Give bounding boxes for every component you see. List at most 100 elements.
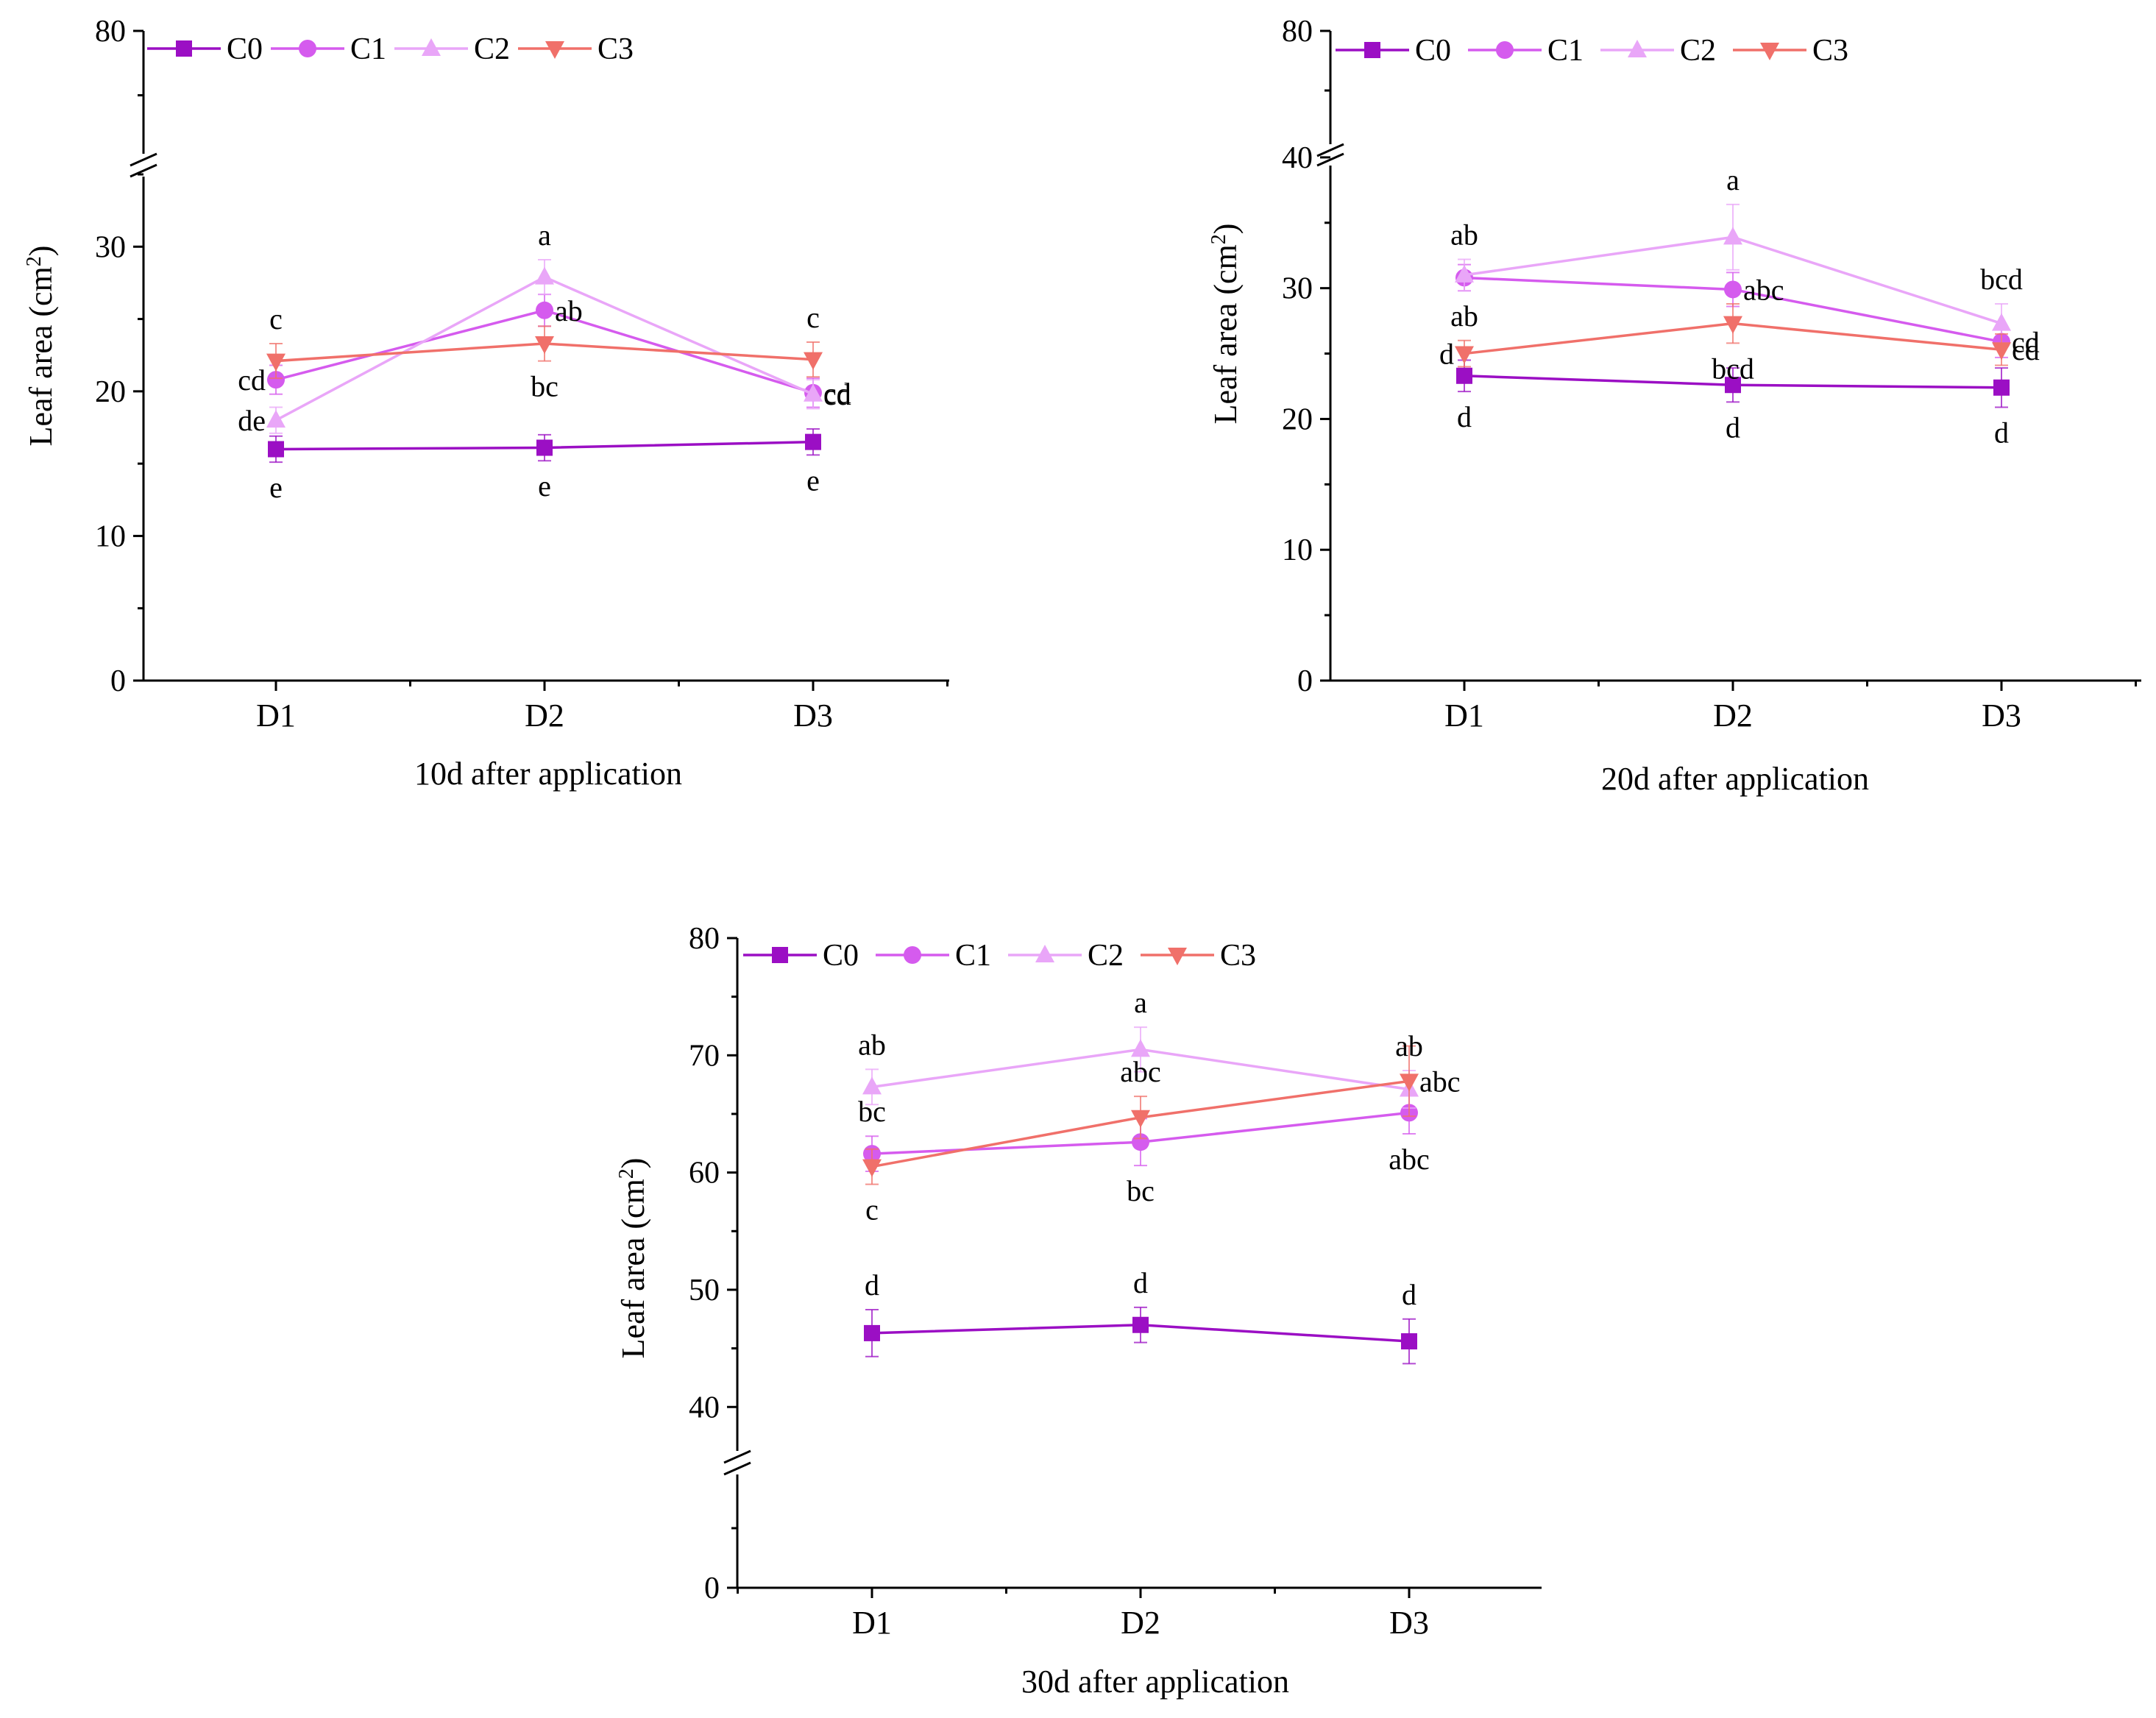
data-point-c0-30d <box>1132 1316 1149 1333</box>
significance-letter-c3-30d: c <box>865 1193 879 1227</box>
legend-marker-c3 <box>1760 43 1779 60</box>
x-tick-label-20d: D2 <box>1713 698 1753 734</box>
significance-letter-c2-10d: a <box>538 219 551 252</box>
y-tick-label-30d: 80 <box>689 922 720 956</box>
y-axis-title-30d: Leaf area (cm2) <box>615 1158 652 1359</box>
significance-letter-c2-10d: cd <box>823 378 851 411</box>
x-axis-title-10d: 10d after application <box>414 756 682 792</box>
legend-marker-c2 <box>422 38 441 56</box>
x-tick-label-10d: D3 <box>793 698 833 734</box>
legend-label-c1: C1 <box>955 939 991 973</box>
significance-letter-c0-20d: d <box>1457 400 1472 433</box>
significance-letter-c1-20d: ab <box>1450 299 1478 333</box>
x-tick-label-20d: D1 <box>1444 698 1484 734</box>
data-point-c3-10d <box>266 353 286 372</box>
data-point-c3-30d <box>1131 1110 1150 1128</box>
data-point-c0-20d <box>1456 367 1472 384</box>
legend-label-c0: C0 <box>1415 34 1451 68</box>
data-point-c2-20d <box>1455 264 1474 283</box>
data-point-c3-20d <box>1455 346 1474 364</box>
y-tick-label-10d: 30 <box>95 230 126 264</box>
data-point-c3-30d <box>862 1159 882 1177</box>
significance-letter-c0-10d: e <box>806 464 820 497</box>
legend-marker-c0 <box>176 40 192 57</box>
data-point-c0-10d <box>805 433 821 450</box>
data-point-c3-20d <box>1992 342 2011 361</box>
axis-break-mark-10d <box>130 152 157 167</box>
significance-letter-c3-30d: abc <box>1120 1055 1161 1088</box>
data-point-c1-30d <box>1132 1133 1149 1151</box>
significance-letter-c0-10d: e <box>538 469 551 503</box>
legend-marker-c1 <box>299 40 316 57</box>
significance-letter-c2-20d: ab <box>1450 219 1478 252</box>
x-tick-label-30d: D2 <box>1121 1605 1160 1641</box>
y-tick-label-30d: 0 <box>704 1572 720 1605</box>
significance-letter-c3-10d: bc <box>531 370 558 403</box>
data-point-c2-20d <box>1723 227 1742 245</box>
axis-break-mark-20d <box>1316 152 1344 167</box>
data-point-c2-10d <box>266 410 286 428</box>
data-point-c2-30d <box>1131 1039 1150 1057</box>
y-tick-label-20d: 80 <box>1282 15 1313 49</box>
significance-letter-c0-30d: d <box>1402 1278 1416 1311</box>
significance-letter-c1-10d: cd <box>823 377 851 410</box>
y-tick-label-10d: 0 <box>110 664 126 698</box>
legend-20d: C0 C1 C2 C3 <box>1336 34 1848 68</box>
x-tick-label-30d: D3 <box>1389 1605 1429 1641</box>
significance-letter-c1-10d: cd <box>238 363 266 397</box>
data-point-c2-10d <box>804 383 823 402</box>
data-point-c0-10d <box>268 441 284 458</box>
legend-label-c3: C3 <box>597 32 634 66</box>
legend-label-c0: C0 <box>823 939 859 973</box>
legend-marker-c1 <box>904 946 921 964</box>
legend-label-c3: C3 <box>1812 34 1848 68</box>
y-tick-label-30d: 60 <box>689 1157 720 1190</box>
data-point-c2-20d <box>1992 313 2011 331</box>
axis-break-mark-30d <box>723 1449 751 1464</box>
significance-letter-c1-30d: bc <box>858 1095 886 1128</box>
significance-letter-c3-20d: bcd <box>1712 352 1754 385</box>
legend-label-c2: C2 <box>1680 34 1716 68</box>
significance-letter-c1-20d: cd <box>2012 326 2040 359</box>
significance-letter-c3-10d: c <box>269 302 283 336</box>
legend-marker-c1 <box>1496 41 1514 59</box>
legend-marker-c0 <box>1364 42 1380 58</box>
legend-30d: C0 C1 C2 C3 <box>743 939 1256 973</box>
data-point-c1-10d <box>536 301 553 319</box>
data-point-c3-30d <box>1400 1073 1419 1092</box>
x-tick-label-10d: D1 <box>256 698 296 734</box>
x-tick-label-10d: D2 <box>525 698 564 734</box>
y-tick-label-20d: 0 <box>1297 664 1313 698</box>
significance-letter-c0-10d: e <box>269 471 283 504</box>
significance-letter-c2-30d: ab <box>1395 1029 1423 1062</box>
significance-letter-c0-30d: d <box>865 1268 879 1302</box>
data-point-c0-10d <box>536 439 553 456</box>
significance-letter-c0-30d: d <box>1133 1266 1148 1299</box>
significance-letter-c3-10d: c <box>806 301 820 334</box>
significance-letter-c2-20d: a <box>1726 163 1740 196</box>
data-point-c1-10d <box>267 371 285 389</box>
legend-label-c1: C1 <box>1547 34 1584 68</box>
significance-letter-c0-20d: d <box>1994 416 2009 449</box>
legend-label-c1: C1 <box>350 32 386 66</box>
y-tick-label-10d: 10 <box>95 519 126 553</box>
y-axis-title-20d: Leaf area (cm2) <box>1208 224 1244 425</box>
data-point-c3-20d <box>1723 316 1742 334</box>
significance-letter-c0-20d: d <box>1726 411 1740 444</box>
legend-marker-c0 <box>772 947 788 963</box>
y-tick-label-20d: 40 <box>1282 141 1313 175</box>
legend-marker-c3 <box>545 41 564 59</box>
data-point-c1-20d <box>1724 280 1742 299</box>
legend-marker-c3 <box>1168 948 1187 965</box>
y-tick-label-20d: 10 <box>1282 533 1313 567</box>
significance-letter-c2-10d: de <box>238 404 266 437</box>
legend-10d: C0 C1 C2 C3 <box>147 32 634 66</box>
y-axis-title-10d: Leaf area (cm2) <box>23 246 60 447</box>
